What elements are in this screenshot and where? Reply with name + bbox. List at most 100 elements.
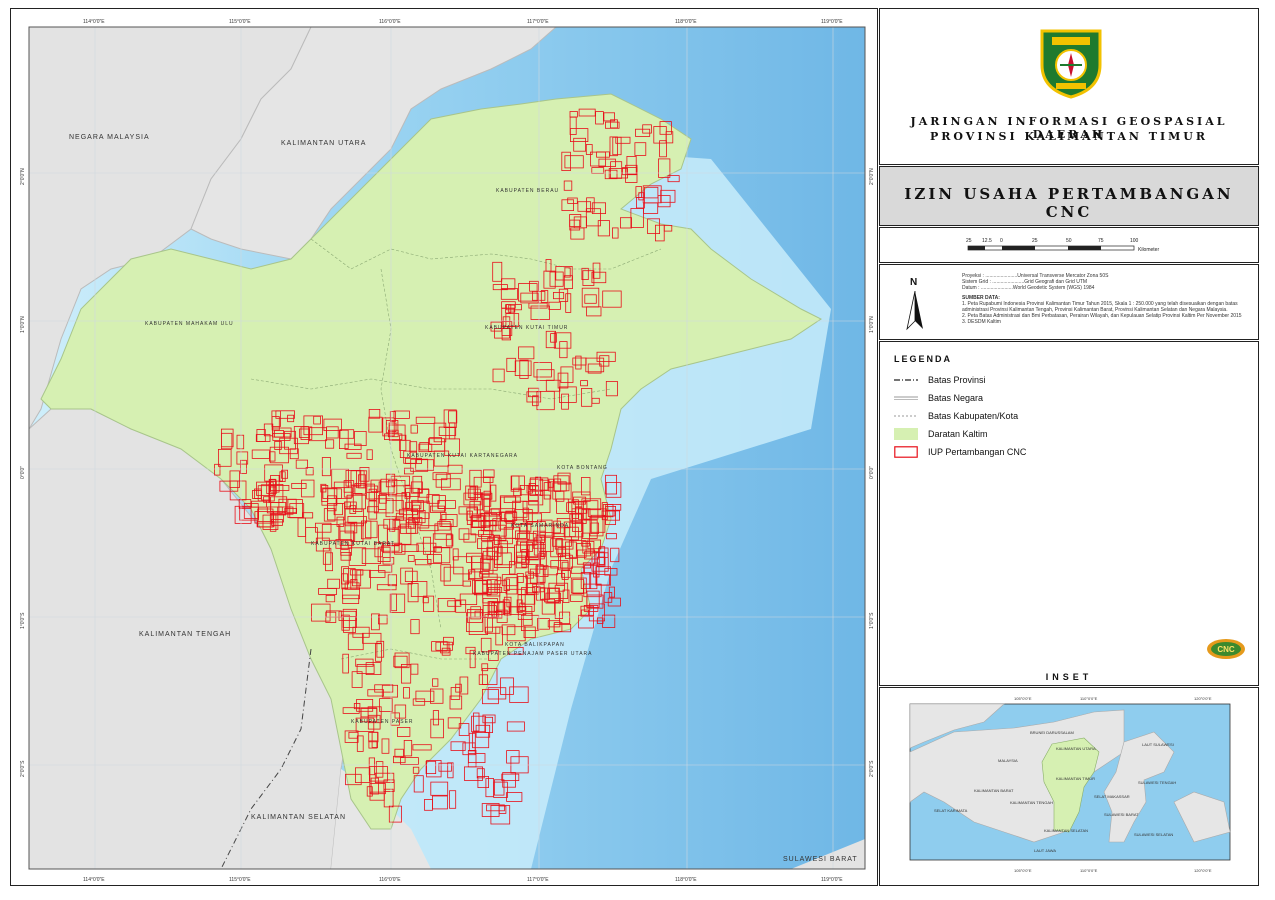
iup-polygon [477,776,489,789]
iup-polygon [584,564,597,575]
iup-polygon [482,583,501,604]
iup-polygon [481,689,499,705]
iup-polygon [343,568,356,582]
iup-polygon [362,632,382,644]
iup-polygon [582,541,595,554]
iup-polygon [344,501,351,508]
iup-polygon [381,684,398,698]
iup-polygon [482,605,497,618]
iup-polygon [374,542,383,558]
iup-polygon [318,588,338,595]
iup-polygon [599,355,610,367]
scale-tick: 75 [1098,238,1104,244]
iup-polygon [438,762,452,772]
iup-polygon [517,576,528,595]
iup-polygon [385,473,396,488]
inset-top-tick: 110°0'0"E [1080,696,1098,701]
iup-polygon [609,136,618,157]
iup-polygon [500,288,518,300]
iup-polygon [555,490,565,502]
iup-polygon [447,717,462,729]
iup-polygon [608,586,615,598]
iup-polygon [347,633,364,651]
iup-polygon [371,613,380,631]
iup-polygon [512,500,528,518]
info-panel: N Proyeksi : .......................Univ… [879,264,1259,340]
iup-polygon [367,689,384,697]
iup-polygon [342,707,360,714]
iup-polygon [377,546,391,563]
iup-polygon [483,497,491,512]
iup-polygon [236,434,245,450]
iup-polygon [660,189,676,203]
iup-polygon [301,479,315,498]
iup-polygon [435,641,453,651]
north-label: N [910,277,918,288]
iup-polygon [526,544,546,558]
iup-polygon [448,410,458,424]
iup-polygon [475,724,491,738]
map-title-panel: IZIN USAHA PERTAMBANGAN CNC [879,166,1259,226]
iup-polygon [513,487,522,497]
iup-polygon [418,443,433,453]
bottom-tick: 115°0'0"E [229,877,251,883]
iup-polygon [220,432,233,450]
iup-polygon [381,738,390,754]
iup-polygon [605,121,620,129]
label-kalteng: KALIMANTAN TENGAH [139,631,231,638]
iup-polygon [410,458,429,472]
iup-polygon [269,513,277,532]
iup-polygon [412,475,423,493]
iup-polygon [440,478,461,491]
iup-polygon [584,294,597,304]
iup-polygon [536,534,545,543]
iup-polygon [581,387,593,407]
scale-bar: 25 12.5 0 25 50 75 100 Kilometer [966,238,1159,253]
iup-polygon [440,564,451,582]
iup-polygon [266,506,283,514]
iup-polygon [481,668,498,686]
iup-polygon [605,510,621,521]
iup-polygon [532,586,541,593]
iup-polygon [410,581,428,597]
inset-label: KALIMANTAN BARAT [974,788,1014,793]
iup-polygon [581,532,590,547]
iup-polygon [387,429,399,438]
iup-polygon [270,513,284,523]
iup-polygon [570,594,583,602]
iup-polygon [557,472,571,485]
inset-bottom-tick: 110°0'0"E [1080,868,1098,873]
iup-polygon [394,704,407,719]
iup-polygon [339,429,355,439]
iup-polygon [582,270,595,286]
iup-polygon [408,517,423,525]
legend-label: Batas Kabupaten/Kota [928,411,1019,421]
iup-polygon [325,611,337,623]
side-tick: 1°0'0"S [20,612,26,629]
iup-polygon [414,559,432,566]
iup-polygon [577,201,592,212]
iup-polygon [370,479,381,493]
iup-polygon [605,481,622,498]
iup-polygon [605,474,618,495]
iup-polygon [467,569,476,581]
iup-polygon [558,288,569,302]
iup-polygon [376,584,397,591]
iup-polygon [400,664,412,684]
inset-bottom-tick: 120°0'0"E [1194,868,1212,873]
iup-polygon [573,137,587,152]
iup-polygon [354,430,367,446]
iup-polygon [506,626,526,642]
iup-polygon [360,707,378,723]
iup-polygon [341,587,360,600]
iup-polygon [518,283,538,302]
iup-polygon [570,577,587,594]
iup-polygon [581,287,600,308]
iup-polygon [360,520,372,540]
iup-polygon [516,540,529,558]
iup-polygon [575,355,582,370]
iup-polygon [392,755,406,764]
iup-polygon [356,664,375,675]
iup-polygon [556,517,571,529]
inset-label: LAUT JAWA [1034,848,1056,853]
